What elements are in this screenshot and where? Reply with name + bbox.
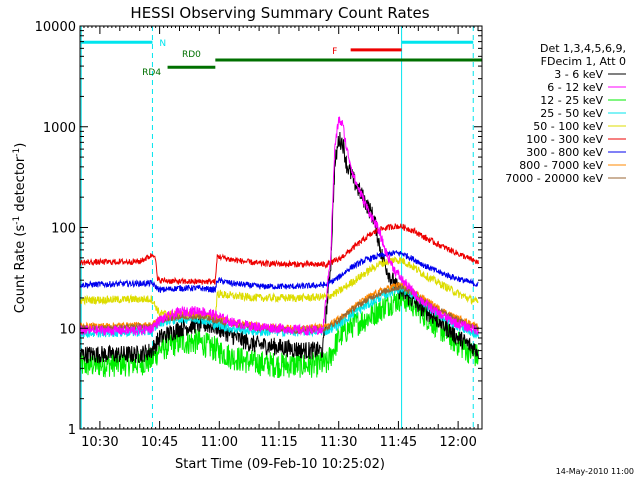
y-tick-label: 1	[68, 423, 76, 438]
x-axis: 10:30 10:45 11:00 11:15 11:30 11:45 12:00	[79, 26, 483, 450]
flag-label-rd4: RD4	[142, 68, 161, 78]
x-tick-label: 10:45	[141, 435, 178, 450]
series-line-5	[79, 256, 479, 321]
x-axis-label: Start Time (09-Feb-10 10:25:02)	[175, 457, 385, 472]
plot-area: N F RD0 RD4	[79, 26, 482, 429]
legend-header-line-2: FDecim 1, Att 0	[541, 55, 626, 68]
legend-entry-1: 3 - 6 keV	[554, 68, 603, 81]
legend-entry-3: 12 - 25 keV	[540, 94, 603, 107]
series-line-7	[79, 249, 479, 294]
chart-title: HESSI Observing Summary Count Rates	[130, 4, 429, 22]
x-tick-label: 11:00	[201, 435, 238, 450]
legend-entry-9: 7000 - 20000 keV	[505, 172, 603, 185]
legend-entry-6: 100 - 300 keV	[526, 133, 603, 146]
legend-entry-7: 300 - 800 keV	[526, 146, 603, 159]
y-tick-label: 1000	[43, 121, 76, 136]
series-line-6	[79, 223, 479, 286]
legend-entry-2: 6 - 12 keV	[547, 81, 603, 94]
legend: Det 1,3,4,5,6,9, FDecim 1, Att 0 3 - 6 k…	[505, 42, 626, 185]
x-tick-label: 11:45	[380, 435, 417, 450]
x-tick-label: 12:00	[439, 435, 476, 450]
y-axis: 1 10 100 1000 10000	[35, 20, 482, 438]
y-tick-label: 10000	[35, 20, 76, 35]
y-axis-label: Count Rate (s-1 detector-1)	[12, 143, 28, 314]
footer-timestamp: 14-May-2010 11:00	[556, 467, 634, 476]
y-tick-label: 10	[59, 322, 76, 337]
x-tick-label: 11:15	[260, 435, 297, 450]
series-line-2	[79, 116, 479, 337]
flag-label-n: N	[159, 39, 166, 49]
flag-label-f: F	[332, 47, 337, 57]
x-tick-label: 11:30	[320, 435, 357, 450]
legend-entry-5: 50 - 100 keV	[533, 120, 603, 133]
series-line-1	[79, 131, 479, 364]
legend-entry-8: 800 - 7000 keV	[519, 159, 603, 172]
legend-entry-4: 25 - 50 keV	[540, 107, 603, 120]
x-tick-label: 10:30	[81, 435, 118, 450]
legend-header-line-1: Det 1,3,4,5,6,9,	[540, 42, 626, 55]
y-tick-label: 100	[51, 222, 76, 237]
flag-label-rd0: RD0	[182, 50, 201, 60]
